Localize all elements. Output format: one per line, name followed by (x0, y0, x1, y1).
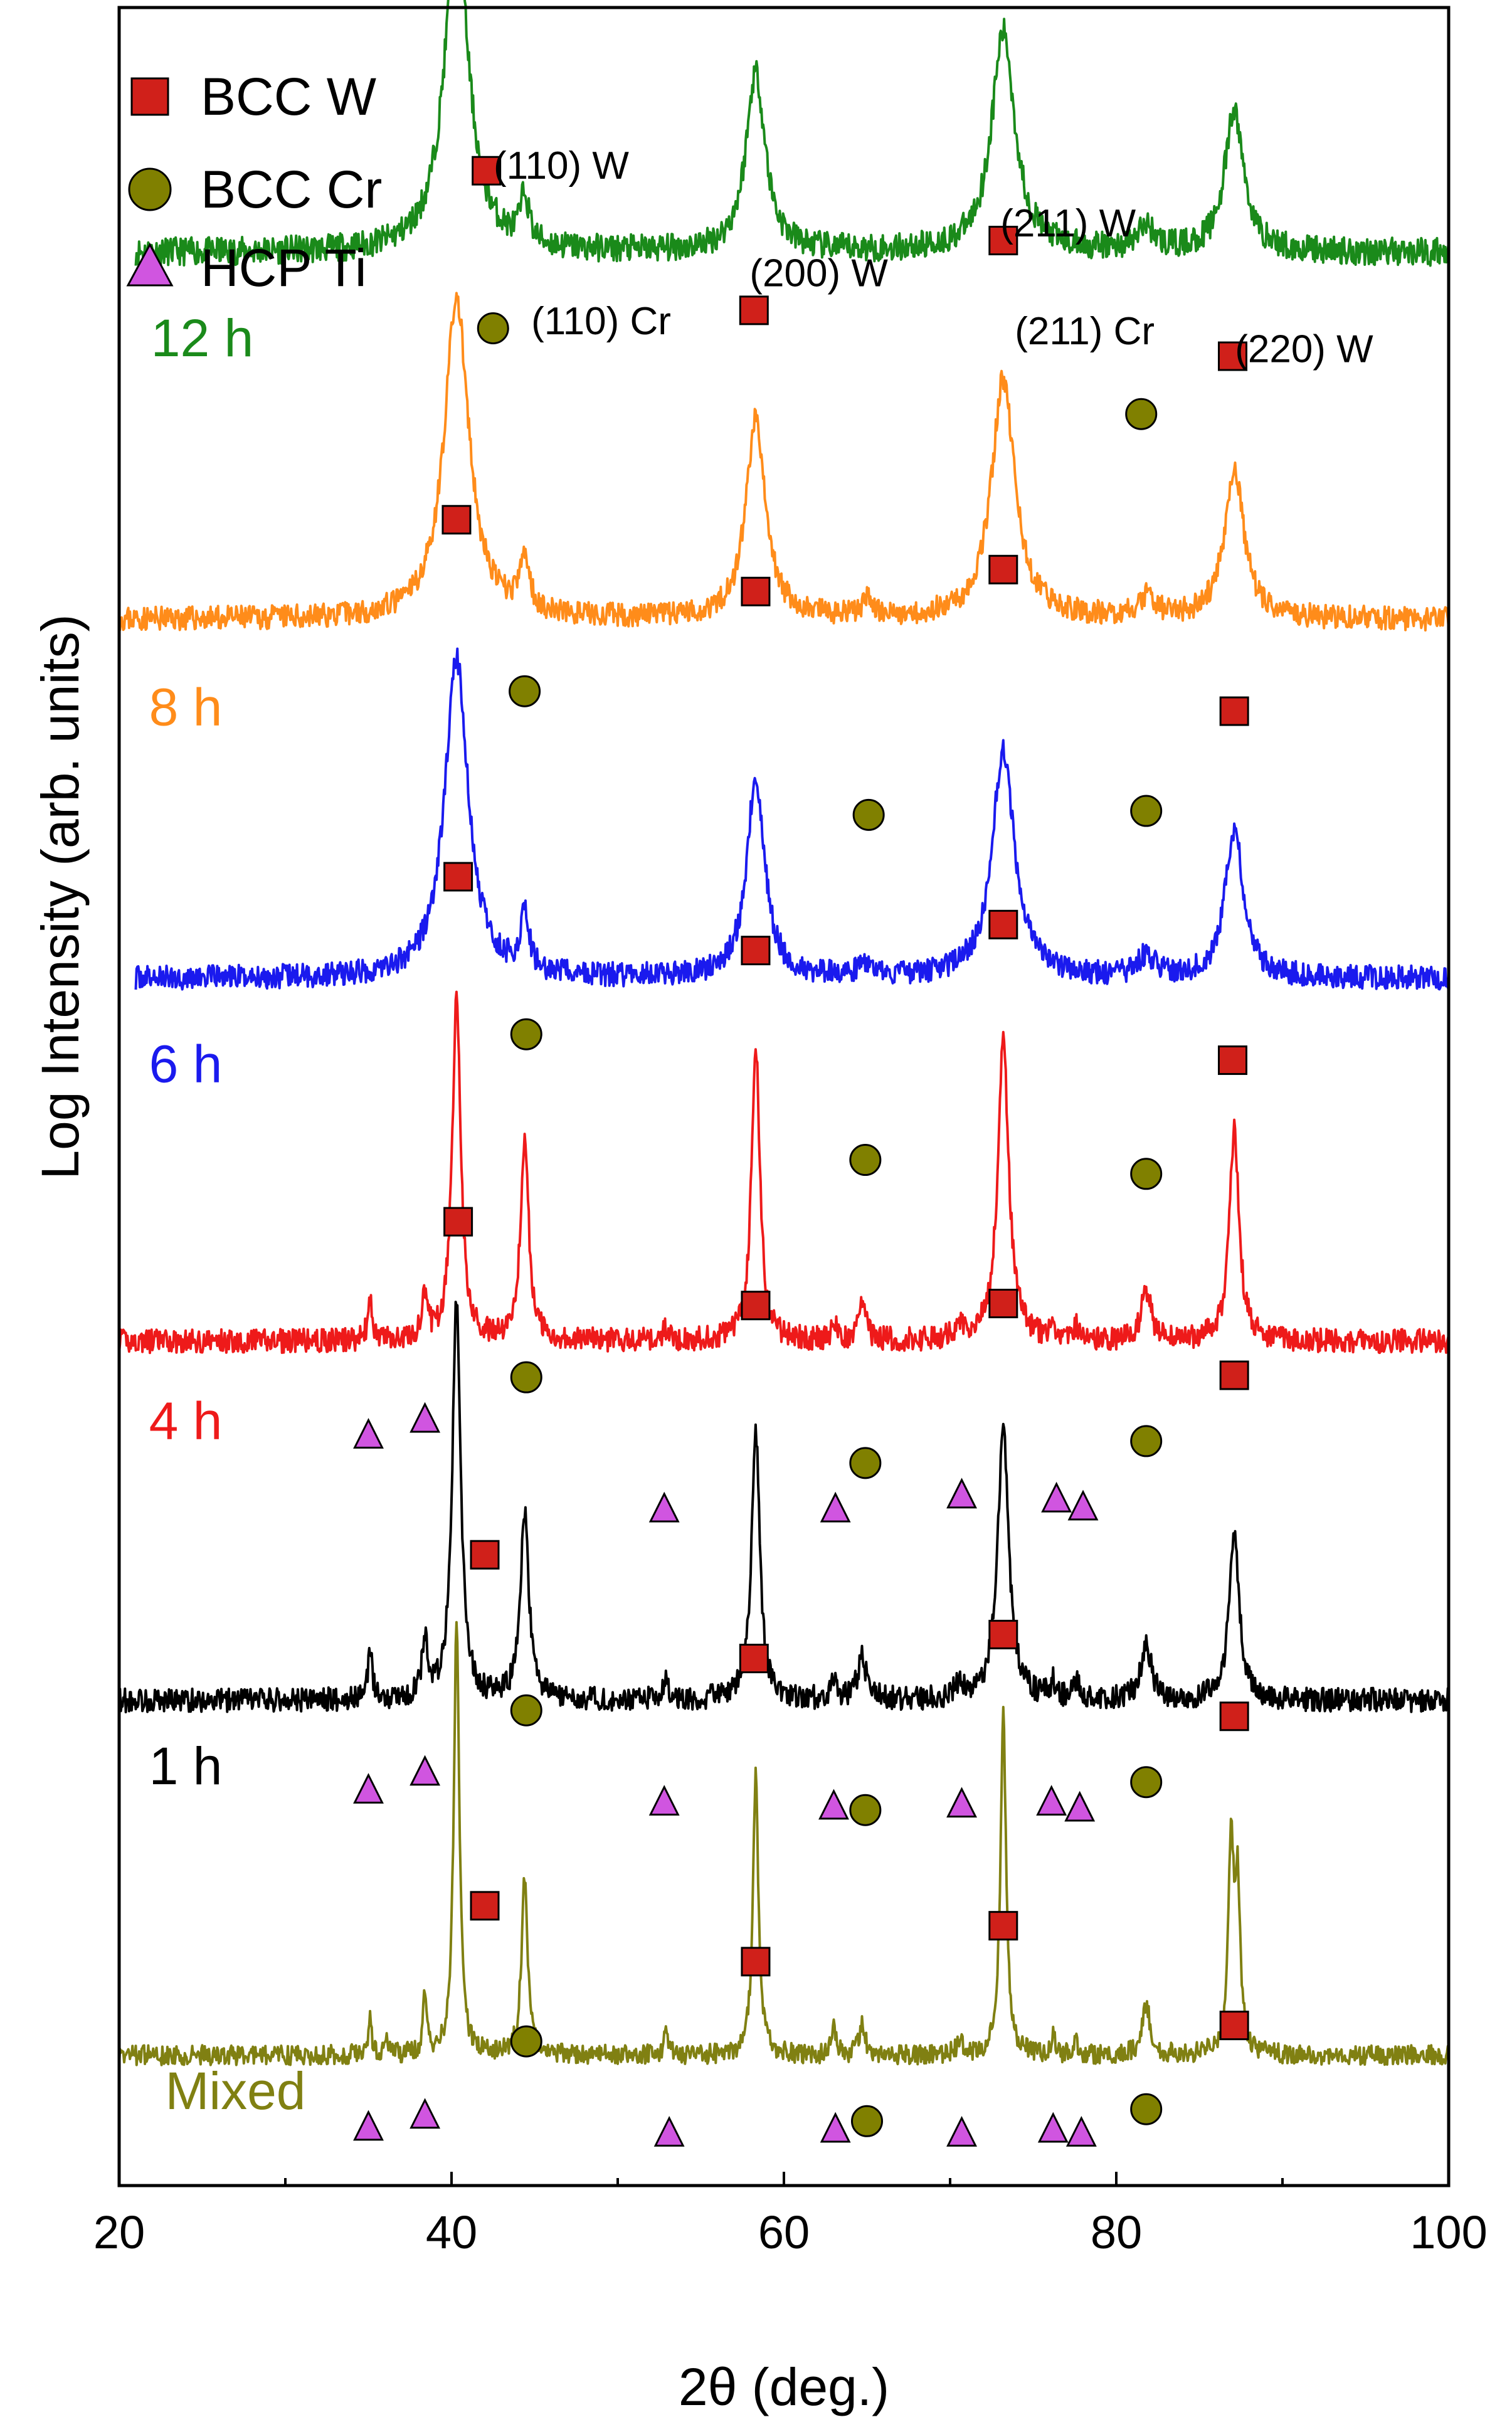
marker-circle (1130, 1158, 1163, 1190)
series-6-h (134, 647, 1450, 991)
marker-square (741, 576, 771, 606)
x-tick-label: 100 (1410, 2206, 1487, 2258)
marker-triangle (1067, 1489, 1099, 1521)
x-axis-label: 2θ (deg.) (679, 2357, 889, 2416)
marker-square (443, 862, 473, 892)
marker-square (988, 909, 1018, 939)
peak-label-220-w: (220) W (1235, 328, 1373, 371)
series-8-h (118, 292, 1450, 632)
sample-label-6-h: 6 h (149, 1035, 223, 1094)
x-axis: 20 40 60 80 100 (93, 2172, 1488, 2258)
marker-triangle (410, 2098, 441, 2129)
marker-circle (510, 1361, 542, 1393)
marker-square (988, 1289, 1018, 1318)
marker-circle (1125, 398, 1158, 430)
sample-label-12-h: 12 h (151, 309, 254, 368)
marker-triangle (353, 1773, 384, 1804)
legend-label-hcp-ti: HCP Ti (201, 238, 367, 297)
y-axis-label: Log Intensity (arb. units) (31, 614, 90, 1179)
marker-circle (509, 675, 541, 707)
marker-triangle (653, 2116, 685, 2147)
marker-square (739, 1644, 769, 1674)
series-12-h (134, 0, 1450, 267)
marker-square (1219, 696, 1249, 726)
marker-triangle (1036, 1785, 1067, 1816)
marker-square (470, 1540, 500, 1570)
x-tick-label: 20 (93, 2206, 145, 2258)
marker-triangle (820, 1491, 851, 1523)
marker-square (739, 295, 769, 325)
sample-label-8-h: 8 h (149, 677, 223, 736)
marker-square (441, 505, 472, 535)
legend-triangle-icon (126, 242, 174, 287)
sample-label-1-h: 1 h (149, 1737, 223, 1795)
marker-square (988, 554, 1018, 584)
marker-triangle (820, 2112, 851, 2143)
x-tick-label: 60 (758, 2206, 810, 2258)
x-tick-label: 80 (1091, 2206, 1142, 2258)
sample-label-mixed: Mixed (165, 2061, 305, 2120)
legend-circle-icon (128, 167, 172, 211)
marker-triangle (818, 1789, 849, 1820)
marker-triangle (946, 1478, 977, 1509)
series-4-h (118, 990, 1450, 1355)
peak-label-211-w: (211) W (1000, 202, 1136, 245)
marker-square (1218, 341, 1247, 371)
marker-circle (1130, 1425, 1163, 1457)
sample-label-4-h: 4 h (149, 1392, 223, 1451)
marker-circle (510, 1018, 542, 1050)
legend-square-icon (130, 77, 169, 116)
annotation-layer: (110) W (110) Cr (200) W (211) W (211) Cr (22… (149, 144, 1374, 2120)
series-mixed (118, 1621, 1450, 2066)
marker-circle (477, 312, 509, 344)
peak-label-200-w: (200) W (749, 252, 888, 295)
marker-triangle (1064, 1790, 1096, 1822)
series-1-h (118, 1301, 1450, 1713)
marker-square (443, 1207, 473, 1237)
marker-circle (849, 1447, 882, 1479)
marker-triangle (648, 1785, 680, 1816)
marker-circle (510, 2025, 542, 2058)
peak-label-110-cr: (110) Cr (531, 300, 671, 343)
peak-label-211-cr: (211) Cr (1015, 310, 1155, 353)
marker-square (741, 1947, 771, 1977)
marker-triangle (648, 1491, 680, 1523)
marker-square (1218, 1045, 1247, 1076)
legend-label-bcc-cr: BCC Cr (201, 160, 382, 219)
marker-circle (851, 2105, 883, 2137)
marker-square (741, 1291, 771, 1321)
marker-circle (849, 1794, 882, 1826)
marker-square (1219, 1701, 1249, 1732)
marker-triangle (353, 2110, 384, 2141)
marker-circle (849, 1144, 882, 1177)
marker-square (988, 1619, 1018, 1649)
marker-square (1219, 2011, 1249, 2041)
marker-circle (1130, 795, 1163, 827)
marker-circle (852, 798, 885, 831)
marker-triangle (946, 2116, 977, 2147)
marker-square (1219, 1360, 1249, 1390)
marker-square (472, 156, 502, 186)
marker-triangle (410, 1755, 441, 1786)
legend: BCC W BCC Cr HCP Ti (126, 67, 382, 297)
marker-circle (510, 1694, 542, 1727)
marker-square (988, 1911, 1018, 1941)
marker-triangle (1041, 1481, 1072, 1513)
legend-label-bcc-w: BCC W (201, 67, 376, 126)
marker-triangle (1065, 2116, 1097, 2147)
peak-label-110-w: (110) W (494, 144, 629, 188)
marker-square (741, 936, 771, 966)
x-tick-label: 40 (426, 2206, 477, 2258)
marker-triangle (946, 1787, 977, 1818)
marker-layer (353, 156, 1249, 2147)
series-layer (118, 0, 1450, 2066)
marker-triangle (1037, 2112, 1069, 2143)
marker-triangle (410, 1402, 441, 1433)
marker-triangle (353, 1418, 384, 1449)
marker-circle (1130, 1766, 1163, 1799)
marker-circle (1130, 2093, 1163, 2125)
marker-square (988, 226, 1018, 256)
marker-square (470, 1891, 500, 1921)
